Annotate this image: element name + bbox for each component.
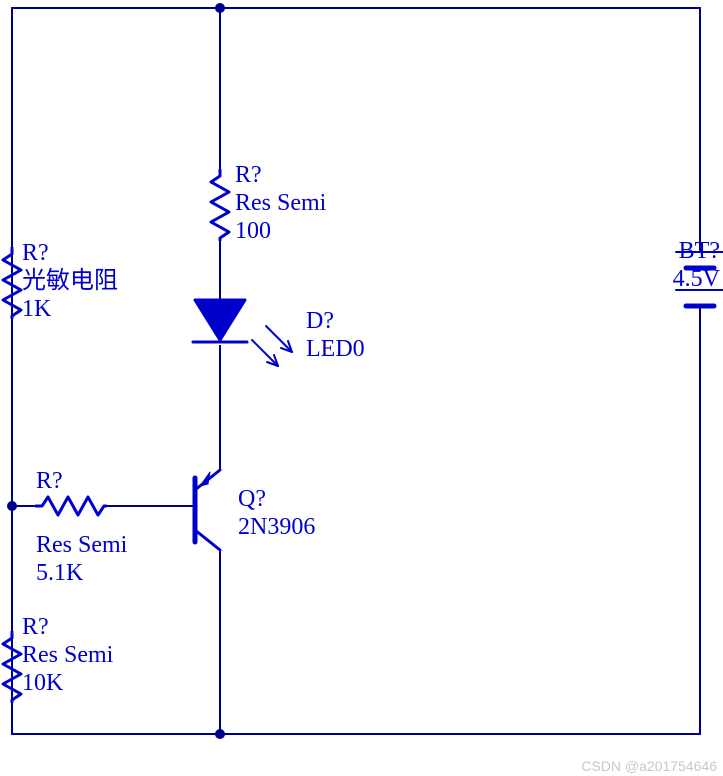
label-rbase-ref: R? <box>36 468 63 496</box>
label-led-name: LED0 <box>306 336 365 364</box>
label-q-ref: Q? <box>238 486 266 514</box>
label-rbase-value: 5.1K <box>36 560 83 588</box>
label-led-ref: D? <box>306 308 334 336</box>
label-ldr-ref: R? <box>22 240 49 268</box>
label-rlower-value: 10K <box>22 670 63 698</box>
label-rseries-name: Res Semi <box>235 190 326 218</box>
label-rbase-name: Res Semi <box>36 532 127 560</box>
label-rlower-ref: R? <box>22 614 49 642</box>
watermark: CSDN @a201754646 <box>581 758 717 774</box>
label-q-part: 2N3906 <box>238 514 315 542</box>
transistor-pnp <box>195 470 220 550</box>
label-ldr-name: 光敏电阻 <box>22 268 118 296</box>
label-bat-ref: BT? <box>660 238 720 266</box>
resistor-base <box>36 497 106 515</box>
label-rlower-name: Res Semi <box>22 642 113 670</box>
label-ldr-value: 1K <box>22 296 51 324</box>
label-rseries-value: 100 <box>235 218 271 246</box>
label-rseries-ref: R? <box>235 162 262 190</box>
diode-led <box>193 300 292 366</box>
resistor-series <box>211 170 229 240</box>
label-bat-volt: 4.5V <box>660 266 720 294</box>
